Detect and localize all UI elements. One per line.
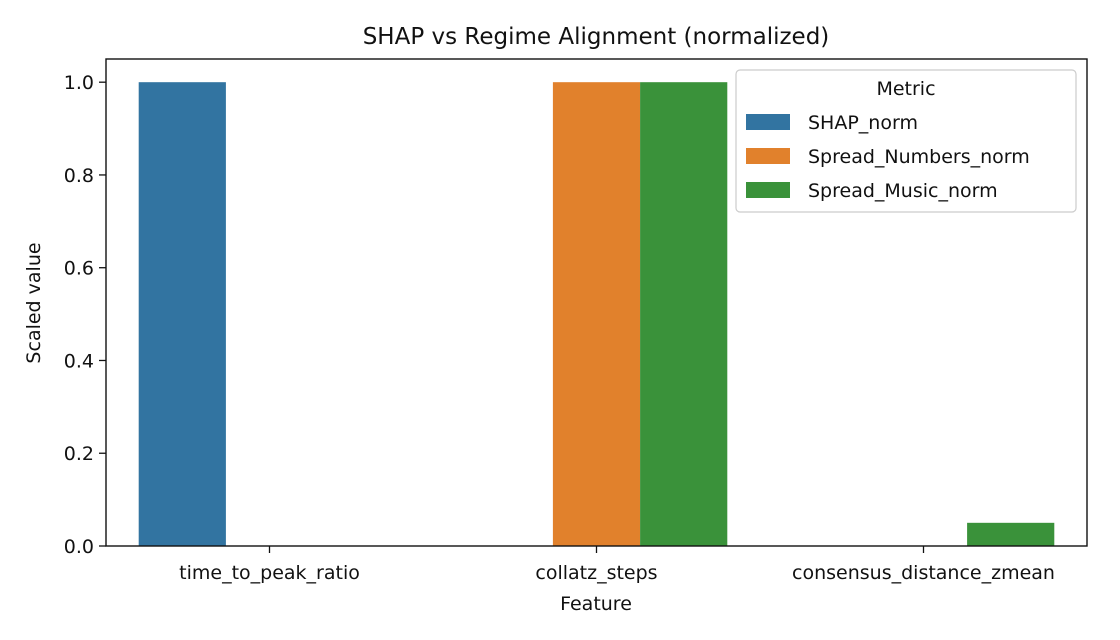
x-tick-label: consensus_distance_zmean bbox=[792, 562, 1055, 584]
chart-title: SHAP vs Regime Alignment (normalized) bbox=[363, 24, 830, 50]
legend-label-SHAP_norm: SHAP_norm bbox=[808, 112, 918, 134]
y-axis-label: Scaled value bbox=[23, 242, 45, 363]
legend-box bbox=[735, 69, 1077, 213]
bar-SHAP_norm-time_to_peak_ratio bbox=[138, 82, 226, 546]
y-tick-label: 0.4 bbox=[64, 350, 94, 372]
legend: Metric SHAP_norm Spread_Numbers_norm Sprea… bbox=[735, 69, 1077, 213]
legend-swatch-SHAP_norm bbox=[746, 114, 790, 130]
y-tick-label: 0.2 bbox=[64, 443, 94, 465]
y-tick-label: 1.0 bbox=[64, 72, 94, 94]
x-axis-label: Feature bbox=[560, 593, 632, 615]
legend-label-Spread_Music_norm: Spread_Music_norm bbox=[808, 180, 998, 202]
legend-swatch-Spread_Music_norm bbox=[746, 182, 790, 198]
x-tick-label: time_to_peak_ratio bbox=[179, 562, 360, 584]
legend-swatch-Spread_Numbers_norm bbox=[746, 148, 790, 164]
y-tick-label: 0.8 bbox=[64, 165, 94, 187]
bar-Spread_Music_norm-collatz_steps bbox=[640, 82, 728, 546]
y-tick-label: 0.0 bbox=[64, 536, 94, 558]
y-axis: 0.0 0.2 0.4 0.6 0.8 1.0 bbox=[64, 72, 106, 558]
bar-Spread_Numbers_norm-collatz_steps bbox=[552, 82, 641, 546]
legend-label-Spread_Numbers_norm: Spread_Numbers_norm bbox=[808, 146, 1030, 168]
x-axis: time_to_peak_ratio collatz_steps consensus… bbox=[179, 546, 1055, 584]
bar-Spread_Music_norm-consensus_distance_zmean bbox=[967, 522, 1055, 546]
legend-title: Metric bbox=[876, 78, 935, 100]
y-tick-label: 0.6 bbox=[64, 258, 94, 280]
plot-area bbox=[105, 58, 1088, 547]
x-tick-label: collatz_steps bbox=[535, 562, 657, 584]
